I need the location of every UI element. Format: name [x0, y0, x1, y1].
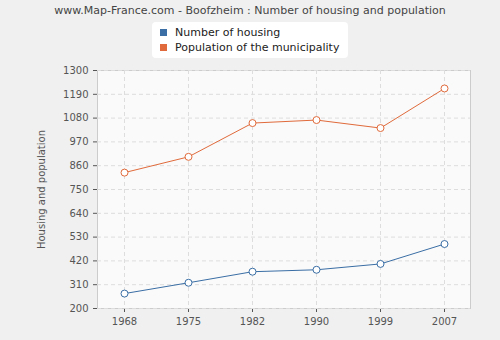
svg-text:640: 640: [69, 208, 88, 219]
svg-text:1975: 1975: [176, 316, 201, 327]
svg-text:1999: 1999: [368, 316, 393, 327]
svg-text:1968: 1968: [112, 316, 137, 327]
html-text:www.Map-France.com - Boofzheim: www.Map-France.com - Boofzheim : Number …: [54, 4, 446, 17]
svg-text:310: 310: [69, 279, 88, 290]
svg-text:1080: 1080: [63, 112, 88, 123]
html-text:Population of the municipality: Population of the municipality: [175, 41, 340, 54]
svg-text:1982: 1982: [240, 316, 265, 327]
svg-text:750: 750: [69, 184, 88, 195]
html-text:Number of housing: Number of housing: [175, 26, 281, 39]
svg-text:2007: 2007: [432, 316, 457, 327]
svg-text:1990: 1990: [304, 316, 329, 327]
svg-text:1300: 1300: [63, 65, 88, 76]
svg-text:Housing and population: Housing and population: [36, 130, 47, 249]
svg-text:1190: 1190: [63, 89, 88, 100]
svg-text:860: 860: [69, 160, 88, 171]
svg-text:970: 970: [69, 136, 88, 147]
svg-text:420: 420: [69, 255, 88, 266]
svg-text:200: 200: [69, 303, 88, 314]
svg-text:530: 530: [69, 231, 88, 242]
